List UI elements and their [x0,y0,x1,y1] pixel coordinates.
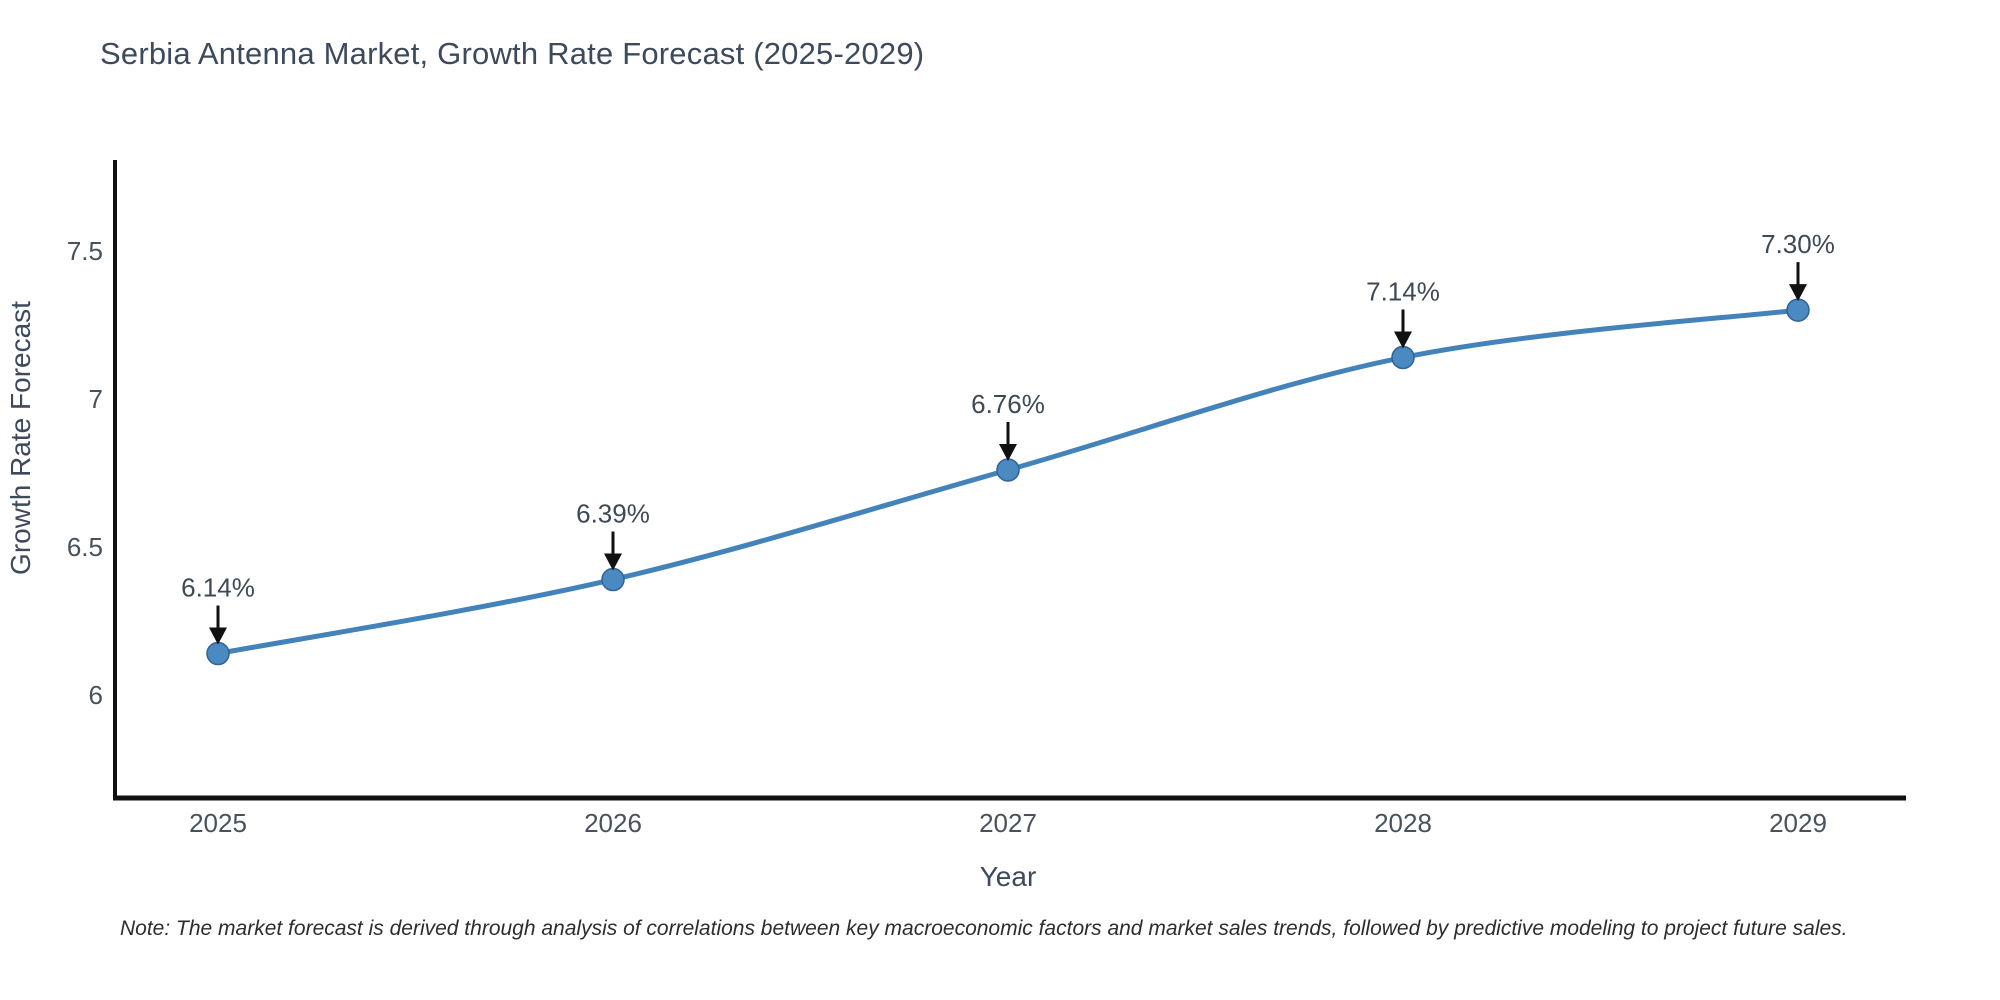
x-tick-label: 2025 [189,808,247,838]
annotation-arrowhead-icon [1789,284,1807,302]
data-point-marker [996,458,1020,482]
annotation-arrowhead-icon [999,443,1017,461]
data-point-marker [1391,345,1415,370]
data-point-marker [206,641,230,666]
data-point-label: 6.76% [971,389,1045,419]
data-point-label: 7.14% [1366,276,1440,306]
chart-title: Serbia Antenna Market, Growth Rate Forec… [100,36,925,71]
y-tick-label: 7.5 [67,236,103,266]
data-point-marker [601,567,625,592]
x-tick-label: 2026 [584,808,642,838]
annotation-arrowhead-icon [1394,331,1412,349]
y-axis-title: Growth Rate Forecast [5,301,36,575]
data-point-label: 6.14% [181,573,255,603]
x-tick-label: 2028 [1374,808,1432,838]
y-tick-label: 7 [89,384,103,414]
annotation-arrowhead-icon [209,627,227,645]
y-tick-label: 6.5 [67,532,103,562]
annotation-arrowhead-icon [604,553,622,571]
x-tick-label: 2027 [979,808,1037,838]
footnote: Note: The market forecast is derived thr… [120,917,1848,940]
data-point-label: 7.30% [1761,229,1835,259]
y-tick-label: 6 [89,680,103,710]
data-point-marker [1786,298,1810,322]
forecast-line [215,307,1801,657]
data-point-label: 6.39% [576,499,650,529]
x-tick-label: 2029 [1769,808,1827,838]
x-axis-title: Year [980,861,1037,892]
